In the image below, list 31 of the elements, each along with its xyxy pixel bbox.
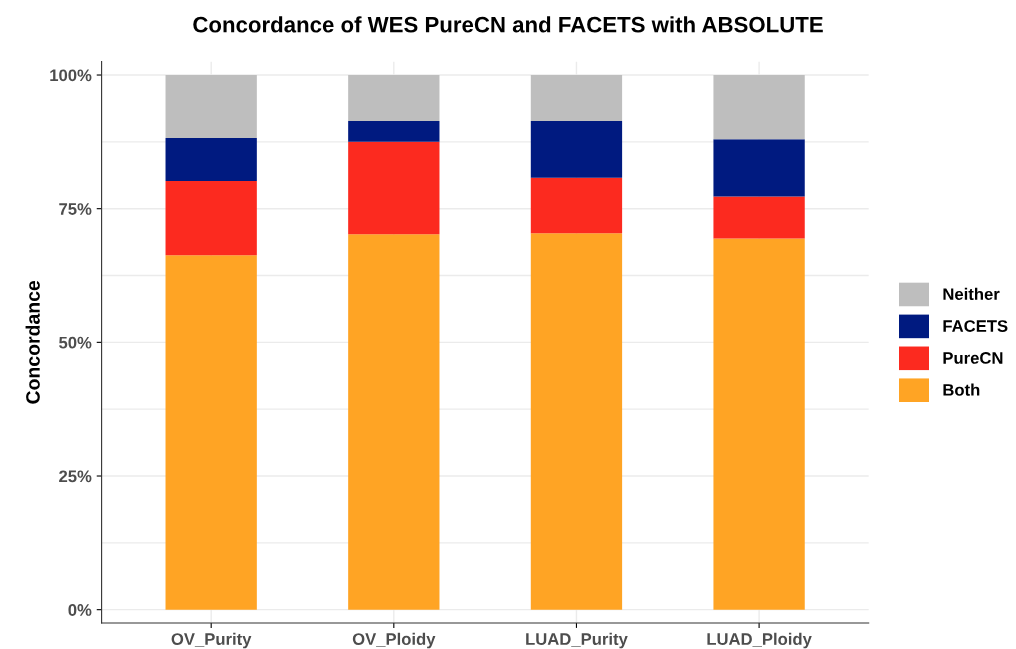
- y-axis-title: Concordance: [25, 280, 40, 404]
- bar: [165, 180, 257, 256]
- x-tick-label: OV_Ploidy: [352, 632, 436, 649]
- bar: [348, 75, 440, 121]
- legend-label: Neither: [943, 287, 1000, 301]
- bar: [165, 138, 257, 181]
- y-tick-label: 0%: [68, 604, 92, 616]
- bar: [165, 255, 257, 610]
- legend-label: PureCN: [943, 352, 1003, 364]
- x-tick-label: LUAD_Ploidy: [707, 632, 812, 649]
- bar: [713, 238, 805, 610]
- y-tick-label: 50%: [59, 336, 92, 349]
- x-tick-label: OV_Purity: [171, 632, 252, 649]
- bar: [713, 139, 805, 197]
- y-tick-label: 100%: [50, 69, 92, 82]
- bar: [530, 121, 623, 178]
- x-tick-label: LUAD_Purity: [526, 632, 628, 649]
- bar: [713, 196, 805, 239]
- bar: [348, 141, 440, 235]
- bar: [530, 233, 623, 610]
- y-tick-label: 75%: [59, 203, 92, 215]
- legend-label: FACETS: [943, 320, 1008, 332]
- bar: [530, 177, 623, 234]
- bar: [530, 75, 623, 121]
- y-tick-label: 25%: [59, 470, 92, 483]
- chart-title: Concordance of WES PureCN and FACETS with ABSOLUTE: [193, 16, 823, 33]
- bar: [348, 234, 440, 610]
- bar: [348, 121, 440, 142]
- bar: [165, 75, 257, 139]
- legend-label: Both: [943, 383, 980, 396]
- bar: [713, 75, 805, 140]
